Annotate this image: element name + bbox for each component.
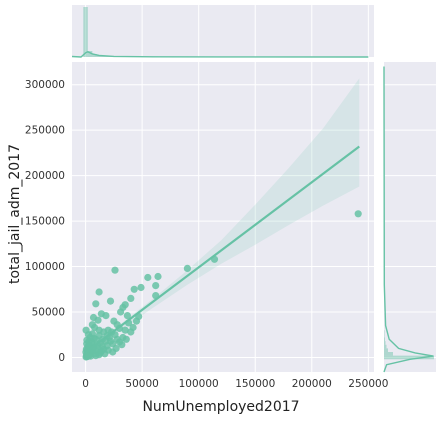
scatter-point xyxy=(106,297,115,305)
scatter-point xyxy=(82,326,90,334)
x-tick-label: 250000 xyxy=(348,378,388,390)
top-histogram-bar xyxy=(87,51,93,57)
scatter-point xyxy=(111,266,119,274)
y-tick-label: 100000 xyxy=(25,261,65,273)
right-histogram-bar xyxy=(384,333,385,338)
scatter-point xyxy=(88,321,96,329)
scatter-point xyxy=(137,283,145,292)
right-histogram-bar xyxy=(384,341,386,345)
main-panel-background xyxy=(72,62,374,372)
y-tick-label: 0 xyxy=(58,352,65,364)
scatter-point xyxy=(129,323,137,332)
scatter-point xyxy=(95,288,103,296)
scatter-point xyxy=(92,300,100,308)
top-kde-curve xyxy=(71,51,369,58)
right-kde-curve xyxy=(383,66,434,373)
scatter-point xyxy=(123,312,131,320)
top-histogram-background xyxy=(72,5,374,57)
scatter-point xyxy=(101,350,109,358)
y-tick-label: 300000 xyxy=(25,79,65,91)
scatter-point xyxy=(117,308,125,316)
scatter-point xyxy=(102,312,110,320)
scatter-point xyxy=(154,272,162,281)
y-tick-label: 50000 xyxy=(32,307,65,319)
right-marginal-histogram xyxy=(383,62,436,373)
scatter-point xyxy=(95,326,103,334)
right-histogram-background xyxy=(384,62,436,372)
scatter-point xyxy=(106,337,115,345)
scatter-point xyxy=(127,294,135,302)
y-axis-label: total_jail_adm_2017 xyxy=(7,144,23,284)
y-tick-label: 250000 xyxy=(25,125,65,137)
y-tick-label: 150000 xyxy=(25,216,65,228)
x-tick-label: 200000 xyxy=(292,378,332,390)
scatter-point xyxy=(122,335,130,343)
top-histogram-bar xyxy=(83,7,88,57)
scatter-point xyxy=(109,348,117,356)
scatter-point xyxy=(113,335,121,343)
right-histogram-bar xyxy=(384,352,393,356)
scatter-point xyxy=(90,334,98,342)
x-tick-label: 50000 xyxy=(125,378,158,390)
top-histogram-bar xyxy=(92,54,97,57)
scatter-point xyxy=(183,264,191,272)
top-marginal-histogram xyxy=(71,5,374,58)
right-histogram-bar xyxy=(384,337,385,342)
y-tick-label: 200000 xyxy=(25,170,65,182)
scatter-point xyxy=(354,210,362,218)
x-tick-label: 0 xyxy=(82,378,89,390)
right-histogram-bar xyxy=(384,355,434,360)
x-tick-label: 150000 xyxy=(235,378,275,390)
scatter-point xyxy=(118,341,126,349)
x-axis-label: NumUnemployed2017 xyxy=(142,399,299,415)
x-tick-label: 100000 xyxy=(179,378,219,390)
regression-line xyxy=(84,145,360,354)
right-histogram-bar xyxy=(384,348,388,352)
scatter-point xyxy=(121,326,129,334)
scatter-point xyxy=(94,316,102,324)
scatter-point xyxy=(152,282,160,290)
scatter-point xyxy=(130,285,138,293)
scatter-point xyxy=(144,273,152,282)
right-histogram-bar xyxy=(384,330,385,334)
right-histogram-bar xyxy=(384,344,387,349)
main-scatter-panel: 0 50000 100000 150000 200000 250000 0 50000 1000… xyxy=(25,62,388,390)
